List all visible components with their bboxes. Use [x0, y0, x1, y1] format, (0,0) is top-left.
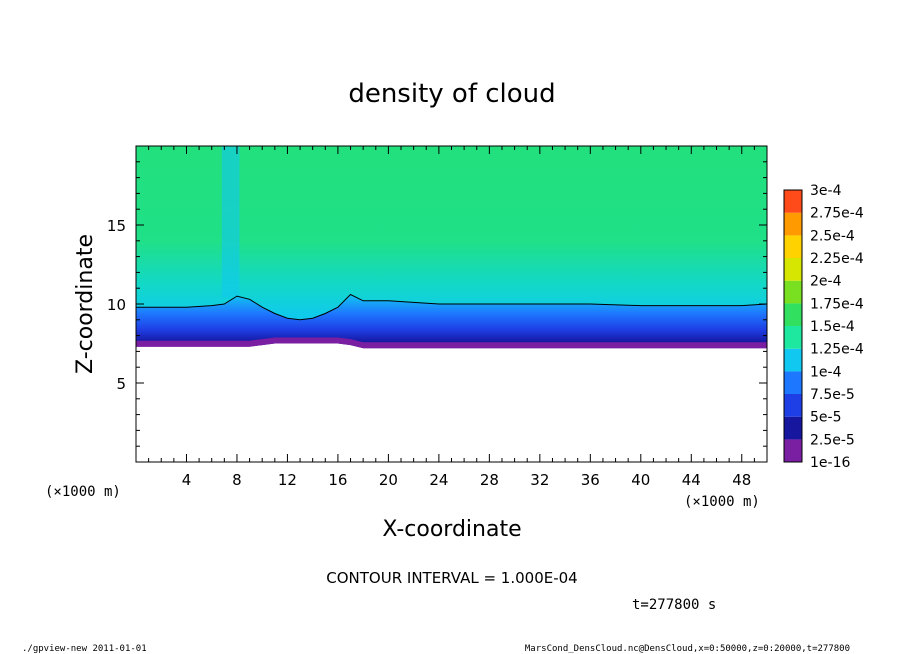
colorbar-segment [784, 439, 802, 462]
x-tick-label: 8 [232, 471, 242, 489]
colorbar-label: 2.25e-4 [810, 251, 864, 267]
colorbar-label: 3e-4 [810, 183, 842, 199]
x-tick-label: 48 [732, 471, 751, 489]
colorbar-segment [784, 371, 802, 394]
colorbar-label: 2.5e-5 [810, 432, 855, 448]
y-axis-label: Z-coordinate [73, 234, 98, 374]
x-axis-unit-right: (×1000 m) [684, 494, 760, 510]
program-label: ./gpview-new 2011-01-01 [22, 644, 147, 654]
time-label: t=277800 s [632, 597, 716, 613]
x-tick-label: 24 [429, 471, 448, 489]
contour-line [136, 293, 767, 321]
x-tick-label: 20 [379, 471, 398, 489]
y-tick-label: 5 [116, 375, 126, 393]
chart-title: density of cloud [348, 79, 555, 109]
source-label: MarsCond_DensCloud.nc@DensCloud,x=0:5000… [525, 644, 850, 654]
colorbar-segment [784, 212, 802, 236]
colorbar-label: 1.25e-4 [810, 342, 864, 358]
colorbar-segment [784, 416, 802, 440]
colorbar-segment [784, 348, 802, 372]
colorbar-label: 1e-16 [810, 455, 850, 471]
colorbar-segment [784, 258, 802, 281]
colorbar-label: 2e-4 [810, 274, 842, 290]
colorbar-label: 2.5e-4 [810, 228, 855, 244]
colorbar-frame [783, 189, 803, 463]
colorbar-label: 1.75e-4 [810, 296, 864, 312]
x-tick-label: 40 [631, 471, 650, 489]
colorbar-label: 7.5e-5 [810, 387, 855, 403]
colorbar-segment [784, 235, 802, 258]
colorbar-label: 5e-5 [810, 410, 841, 426]
colorbar-segment [784, 280, 802, 304]
x-tick-label: 44 [682, 471, 701, 489]
colorbar-label: 1e-4 [810, 364, 842, 380]
colorbar: 1e-16 2.5e-5 5e-5 7.5e-5 1e-4 1.25e-4 1.5e-4 1.… [783, 183, 864, 471]
colorbar-label: 1.5e-4 [810, 319, 855, 335]
x-axis-unit-left: (×1000 m) [45, 484, 121, 500]
y-tick-label: 10 [107, 296, 126, 314]
x-tick-label: 32 [530, 471, 549, 489]
y-tick-label: 15 [107, 217, 126, 235]
updraft-plume [221, 146, 240, 298]
x-tick-label: 4 [182, 471, 192, 489]
x-axis-label: X-coordinate [382, 517, 521, 542]
cloud-layer [136, 294, 767, 349]
contour-interval-text: CONTOUR INTERVAL = 1.000E-04 [326, 569, 577, 587]
x-tick-label: 28 [480, 471, 499, 489]
colorbar-segment [784, 303, 802, 326]
colorbar-label: 2.75e-4 [810, 206, 864, 222]
x-tick-label: 12 [278, 471, 297, 489]
cloud-base-band [136, 337, 767, 349]
x-tick-label: 36 [581, 471, 600, 489]
plot-area [136, 146, 767, 349]
x-tick-label: 16 [328, 471, 347, 489]
colorbar-segment [784, 326, 802, 349]
upper-cloud-field [136, 146, 767, 320]
colorbar-segment [784, 394, 802, 417]
colorbar-segment [784, 190, 802, 213]
